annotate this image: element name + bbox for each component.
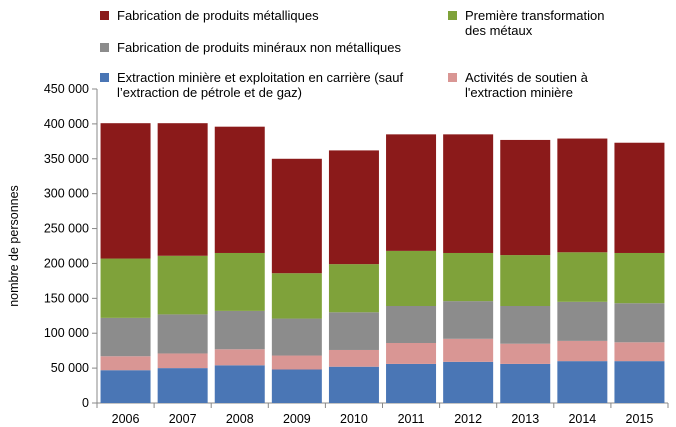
x-tick-label: 2007 bbox=[169, 412, 197, 426]
legend-swatch bbox=[448, 73, 457, 82]
bar-segment bbox=[614, 361, 665, 403]
bar-segment bbox=[386, 306, 437, 343]
legend-item: Extraction minière et exploitation en ca… bbox=[100, 70, 420, 100]
bar-segment bbox=[100, 370, 151, 403]
bar-segment bbox=[271, 369, 322, 403]
x-tick-label: 2009 bbox=[283, 412, 311, 426]
bar-segment bbox=[271, 273, 322, 319]
bar-segment bbox=[614, 303, 665, 343]
bar-segment bbox=[386, 134, 437, 251]
bar-segment bbox=[614, 252, 665, 304]
bar-segment bbox=[328, 312, 379, 350]
x-tick-label: 2006 bbox=[112, 412, 140, 426]
bar-segment bbox=[500, 343, 551, 364]
legend-label: Fabrication de produits minéraux non mét… bbox=[117, 40, 401, 55]
bar-segment bbox=[157, 314, 208, 354]
bar-segment bbox=[157, 353, 208, 369]
y-tick-label: 450 000 bbox=[44, 82, 89, 96]
y-tick-label: 150 000 bbox=[44, 291, 89, 305]
bar-segment bbox=[328, 366, 379, 403]
bar-segment bbox=[214, 310, 265, 350]
bar-segment bbox=[214, 126, 265, 253]
bar-segment bbox=[328, 150, 379, 265]
bar-segment bbox=[443, 338, 494, 362]
y-tick-label: 0 bbox=[82, 396, 89, 410]
bar-segment bbox=[557, 252, 608, 302]
bar-segment bbox=[271, 158, 322, 274]
bar-segment bbox=[157, 368, 208, 403]
bar-segment bbox=[214, 349, 265, 366]
bar-segment bbox=[214, 365, 265, 403]
bar-segment bbox=[614, 142, 665, 253]
y-tick-label: 250 000 bbox=[44, 222, 89, 236]
bar-segment bbox=[100, 356, 151, 371]
y-tick-label: 400 000 bbox=[44, 117, 89, 131]
bar-segment bbox=[271, 318, 322, 356]
bar-segment bbox=[443, 301, 494, 339]
legend-label: Fabrication de produits métalliques bbox=[117, 8, 319, 23]
bar-segment bbox=[443, 252, 494, 302]
bar-segment bbox=[557, 138, 608, 253]
x-tick-label: 2014 bbox=[568, 412, 596, 426]
x-tick-label: 2015 bbox=[626, 412, 654, 426]
legend-item: Fabrication de produits métalliques bbox=[100, 8, 430, 23]
bar-segment bbox=[557, 361, 608, 403]
legend-swatch bbox=[448, 11, 457, 20]
y-tick-label: 100 000 bbox=[44, 326, 89, 340]
bar-segment bbox=[386, 342, 437, 364]
x-tick-label: 2011 bbox=[398, 412, 425, 426]
bar-segment bbox=[214, 252, 265, 311]
bar-segment bbox=[328, 264, 379, 313]
bar-segment bbox=[271, 355, 322, 370]
legend-item: Première transformation des métaux bbox=[448, 8, 618, 38]
legend-label: Extraction minière et exploitation en ca… bbox=[117, 70, 404, 100]
bar-segment bbox=[500, 306, 551, 344]
y-tick-label: 350 000 bbox=[44, 152, 89, 166]
bar-segment bbox=[500, 139, 551, 256]
bar-segment bbox=[500, 363, 551, 403]
y-tick-label: 200 000 bbox=[44, 256, 89, 270]
bar-segment bbox=[100, 317, 151, 357]
y-tick-label: 300 000 bbox=[44, 187, 89, 201]
y-axis-label: nombre de personnes bbox=[7, 185, 21, 307]
bar-segment bbox=[443, 361, 494, 403]
x-tick-label: 2008 bbox=[226, 412, 254, 426]
bar-segment bbox=[386, 363, 437, 403]
legend-item: Fabrication de produits minéraux non mét… bbox=[100, 40, 430, 55]
bar-segment bbox=[614, 342, 665, 362]
y-tick-label: 50 000 bbox=[51, 361, 89, 375]
bar-segment bbox=[386, 250, 437, 307]
x-tick-label: 2013 bbox=[511, 412, 539, 426]
legend-item: Activités de soutien à l'extraction mini… bbox=[448, 70, 618, 100]
legend-label: Première transformation des métaux bbox=[465, 8, 605, 38]
bar-segment bbox=[328, 349, 379, 367]
x-tick-label: 2010 bbox=[340, 412, 368, 426]
x-tick-label: 2012 bbox=[454, 412, 482, 426]
legend-swatch bbox=[100, 73, 109, 82]
bar-segment bbox=[500, 255, 551, 307]
bar-segment bbox=[443, 134, 494, 253]
legend-label: Activités de soutien à l'extraction mini… bbox=[465, 70, 588, 100]
bar-segment bbox=[100, 258, 151, 318]
legend-swatch bbox=[100, 11, 109, 20]
bar-segment bbox=[557, 340, 608, 362]
bar-segment bbox=[157, 255, 208, 315]
bar-segment bbox=[157, 123, 208, 256]
bar-segment bbox=[100, 123, 151, 259]
bar-segment bbox=[557, 301, 608, 341]
legend-swatch bbox=[100, 43, 109, 52]
